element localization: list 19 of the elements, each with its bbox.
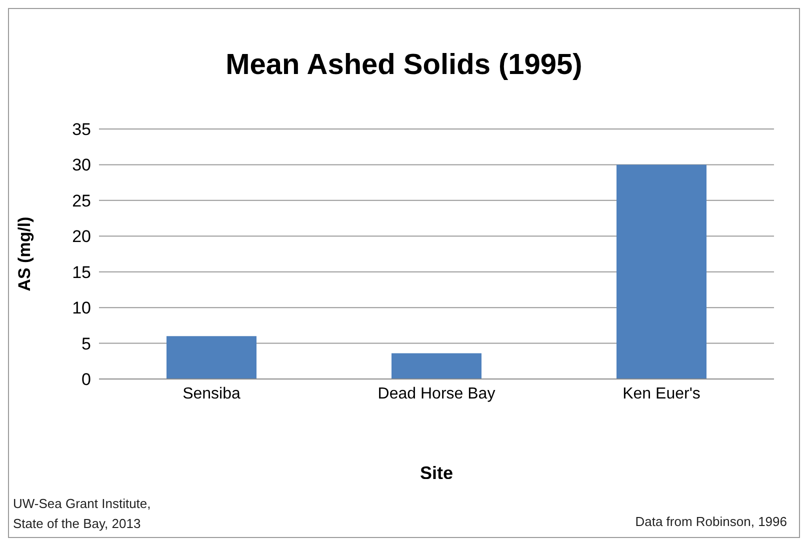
x-tick-label: Sensiba — [182, 385, 241, 402]
chart-title: Mean Ashed Solids (1995) — [224, 49, 584, 82]
y-tick-label: 30 — [72, 156, 91, 175]
x-tick-label: Ken Euer's — [622, 385, 700, 402]
y-tick-label: 35 — [72, 120, 91, 140]
bar — [166, 336, 256, 379]
y-tick-label: 20 — [72, 227, 91, 246]
y-tick-label: 5 — [82, 334, 91, 354]
text: Data from Robinson, 1996 — [635, 514, 787, 529]
y-tick-label: 10 — [72, 298, 91, 318]
text: UW-Sea Grant Institute, State of the Bay, 2013 — [13, 495, 152, 533]
bar — [616, 164, 706, 379]
x-axis-title: Site — [420, 463, 454, 483]
y-tick-label: 25 — [72, 191, 91, 210]
y-tick-label: 15 — [72, 262, 91, 282]
x-tick-label: Dead Horse Bay — [378, 385, 496, 402]
y-tick-label: 0 — [82, 370, 91, 390]
y-axis-title: AS (mg/l) — [15, 216, 34, 292]
bar — [392, 353, 482, 379]
